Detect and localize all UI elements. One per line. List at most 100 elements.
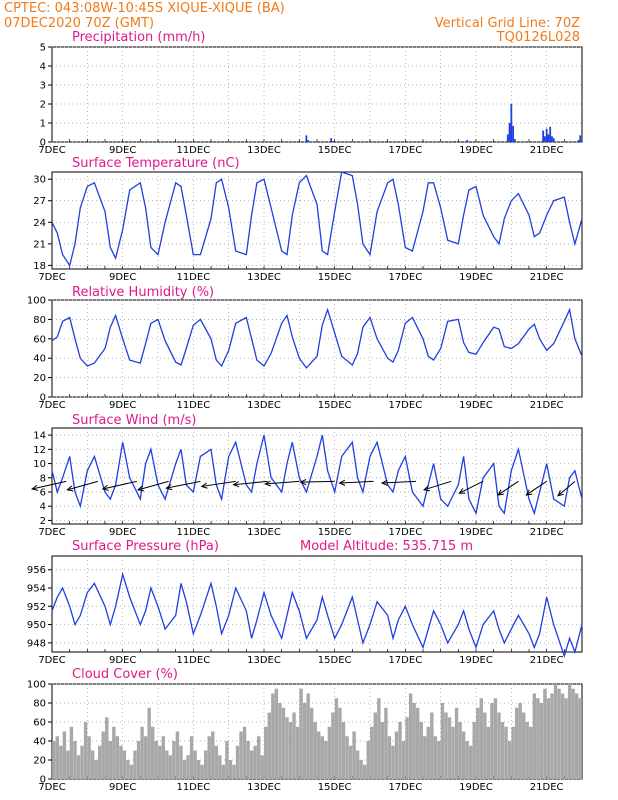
cloud-bar [69,726,74,779]
cloud-bar [313,722,317,779]
cloud-bar [122,750,127,779]
wind-arrow-head [557,490,564,497]
cloud-bar [461,731,466,779]
cloud-bar [182,760,187,779]
plot-frame [51,427,583,525]
precip-bar [305,135,308,142]
x-tick-label: 21DEC [530,527,564,538]
precip-bar [551,136,553,142]
cloud-bar [140,726,144,779]
cloud-bar [232,764,236,779]
x-tick-label: 21DEC [530,782,564,793]
x-tick-label: 7DEC [38,527,65,538]
cloud-bar [147,707,151,779]
y-tick-label: 40 [33,737,46,748]
y-tick-label: 5 [40,43,46,54]
wind-arrow [233,480,268,486]
cloud-bar [394,731,399,779]
y-tick-label: 80 [33,699,46,710]
panel-4: 948 950 952 954 956 7DEC 9DEC 11DEC 13DEC 15DEC 17… [27,539,583,666]
cloud-bar [165,750,169,779]
cloud-bar [483,712,487,779]
cloud-bar [249,750,254,779]
cloud-bar [451,726,455,779]
cloud-bar [419,722,423,779]
x-tick-label: 9DEC [109,145,136,156]
x-tick-label: 17DEC [388,400,422,411]
x-tick-label: 19DEC [459,145,493,156]
y-tick-label: 60 [33,334,46,345]
cloud-bar [129,764,134,779]
x-tick-label: 15DEC [318,782,352,793]
cloud-bar [143,736,148,779]
y-tick-label: 950 [27,620,46,631]
cloud-bar [486,726,491,779]
precip-bar [577,140,580,142]
panel-annotation: Model Altitude: 535.715 m [300,539,473,554]
cloud-bar [52,741,56,779]
precip-bar [512,125,514,142]
y-tick-label: 4 [40,62,46,73]
cloud-bar [193,750,197,779]
wind-arrow [102,480,137,490]
cloud-bar [560,693,565,779]
y-tick-label: 100 [27,296,46,307]
x-tick-label: 9DEC [109,655,136,666]
x-tick-label: 19DEC [459,527,493,538]
precip-bar [453,141,456,142]
wind-arrow [201,480,236,487]
plot-frame [51,299,583,398]
y-tick-label: 0 [40,138,46,149]
cloud-bar [430,712,434,779]
cloud-bar [380,722,385,779]
cloud-bar [557,688,561,779]
cloud-bar [154,741,158,779]
cloud-bar [539,703,544,779]
x-tick-label: 19DEC [459,272,493,283]
x-tick-label: 9DEC [109,782,136,793]
series-line [51,434,583,516]
cloud-bar [377,698,381,779]
cloud-bar [327,726,332,779]
cloud-bar [172,741,176,779]
wind-arrow-head [232,481,240,488]
y-tick-label: 2 [40,100,46,111]
x-tick-label: 11DEC [176,527,210,538]
x-tick-label: 21DEC [530,145,564,156]
cloud-bar [490,703,494,779]
panel-5: 0 20 40 60 80 100 7DEC 9DEC 11DEC 13DEC 15DEC 17DEC… [27,667,583,793]
cloud-bar [175,731,180,779]
y-tick-label: 1 [40,119,46,130]
cloud-bar [101,731,105,779]
x-tick-label: 7DEC [38,145,65,156]
x-tick-label: 11DEC [176,782,210,793]
cloud-bar [214,745,218,779]
cloud-bar [196,760,201,779]
cloud-bar [522,712,526,779]
precip-bar [545,128,548,142]
wind-arrow-head [66,485,74,492]
cloud-bar [507,741,512,779]
cloud-bar [98,745,102,779]
cloud-bar [225,741,229,779]
x-tick-label: 9DEC [109,272,136,283]
x-tick-label: 13DEC [247,272,281,283]
wind-arrow-head [101,484,109,491]
precip-bar [510,104,513,142]
precip-bar [549,126,552,142]
cloud-bar [228,760,233,779]
wind-arrow [32,480,67,490]
y-tick-label: 40 [33,354,46,365]
cloud-bar [115,736,120,779]
cloud-bar [454,707,459,779]
panel-3: 2 4 6 8 10 12 14 7DEC 9DEC 11DEC 13DEC 15DEC 17DEC 19… [31,413,583,538]
cloud-bar [437,741,441,779]
panel-title: Surface Pressure (hPa) [72,539,219,554]
cloud-bar [221,764,226,779]
cloud-bar [59,745,63,779]
cloud-bar [571,688,575,779]
cloud-bar [136,741,141,779]
wind-arrow-head [380,479,388,486]
x-tick-label: 9DEC [109,400,136,411]
cloud-bar [331,712,335,779]
